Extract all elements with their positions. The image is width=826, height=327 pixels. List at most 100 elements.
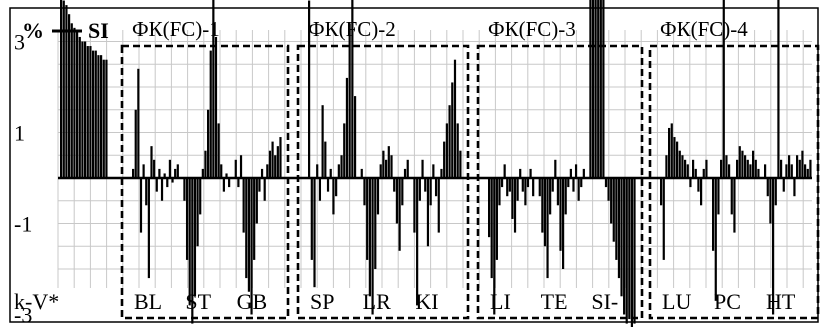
data-bar [326,178,330,192]
data-bar [456,123,459,178]
data-bar [774,178,777,206]
data-bar [274,155,277,178]
data-bar [782,178,785,192]
data-bar [733,178,736,233]
data-bar [529,168,532,178]
data-bar [70,23,73,178]
data-bar [65,5,68,178]
subgroup-label: PC [714,289,741,314]
data-bar [599,0,602,178]
data-bar [163,173,166,178]
data-bar [185,178,189,260]
data-bar [551,178,554,192]
subgroup-label: TE [541,289,568,314]
data-bar [506,178,509,197]
subgroup-label: SI- [591,289,618,314]
data-bar [722,0,725,178]
data-bar [234,159,237,178]
data-bar [250,178,253,315]
data-bar [398,178,401,251]
data-bar [752,150,755,178]
data-bar [793,178,796,197]
data-bar [500,178,504,188]
data-bar [395,178,399,224]
subgroup-label: LR [363,289,391,314]
data-bar [245,178,248,279]
data-bar [730,178,733,215]
data-bar [382,150,385,178]
data-bar [445,123,448,178]
data-bar [134,109,137,178]
data-bar [809,159,812,178]
data-bar [60,0,63,179]
data-bar [764,164,767,178]
data-bar [193,178,197,297]
data-bar [513,178,517,233]
group-title: ФК(FC)-4 [660,17,748,41]
subgroup-label: BL [134,289,162,314]
data-bar [801,150,804,178]
data-bar [340,155,343,178]
data-bar [351,0,354,178]
data-bar [623,178,626,315]
data-bar [574,164,578,178]
data-bar [434,178,438,197]
data-bar [554,159,557,178]
data-bar [720,159,723,178]
group-box [120,44,290,320]
data-bar [665,155,668,178]
data-bar [76,32,79,179]
data-bar [313,178,316,288]
data-bar [137,68,140,178]
group-box [476,44,644,320]
data-bar [147,178,150,279]
data-bar [796,155,799,178]
data-bar [790,164,793,178]
group-title: ФК(FC)-1 [132,17,220,41]
data-bar [662,178,665,260]
data-bar [498,178,501,206]
data-bar [209,50,212,178]
data-bar [73,27,76,178]
data-bar [630,178,634,327]
data-bar [519,168,522,178]
data-bar [628,178,631,320]
data-bar [785,164,788,178]
data-bar [559,178,562,251]
data-bar [100,55,103,178]
data-bar [199,178,202,215]
group-title: ФК(FC)-3 [488,17,576,41]
data-bar [684,159,687,178]
group-labels: ФК(FC)-1 BL ST GB ФК(FC)-2 SP LR KI ФК(FC)-3 LI TE… [132,17,796,314]
data-bar [670,123,673,178]
data-bar [582,168,585,178]
data-bar [668,127,671,178]
data-bar [746,159,749,178]
data-bar [556,178,560,206]
data-bar [368,178,371,297]
data-bar [741,150,744,178]
data-bar [406,159,409,178]
data-bar [363,178,366,206]
data-bar [212,0,215,178]
data-bar [521,178,524,192]
data-bar [567,178,570,188]
data-bar [562,178,565,269]
data-bar [524,178,527,206]
y-tick-label: 1 [14,121,25,146]
data-bar [268,150,272,178]
y-unit-label: % [22,18,44,43]
data-bar [321,105,324,178]
data-bar [738,146,741,178]
data-bar [597,0,600,178]
data-bar [255,178,258,224]
data-bar [610,178,613,224]
data-bar [769,178,772,224]
data-bar [673,137,676,178]
data-bar [390,155,393,178]
data-bar [168,159,172,178]
data-bar [443,141,446,178]
data-bar [191,178,194,324]
data-bar [564,178,567,215]
